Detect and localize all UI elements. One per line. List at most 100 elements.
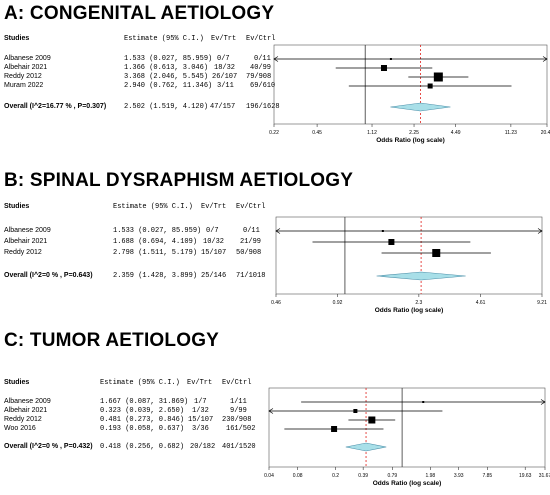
x-tick-label: 0.04 [264,473,274,479]
study-point [432,249,441,257]
study-evctrl: 21/99 [240,238,262,246]
overall-estimate: 0.418 (0.256, 0.682) [100,443,185,451]
panel-title: A: CONGENITAL AETIOLOGY [4,3,275,24]
studies-header: Studies [4,35,30,42]
forest-plot-congenital: 0.22 0.45 1.12 2.25 4.49 11.23 20.46 Odds Ratio… [269,44,550,144]
overall-estimate: 2.359 (1.428, 3.899) [113,272,198,280]
forest-plot-tumor: 0.04 0.08 0.2 0.39 0.79 1.98 3.93 7.85 19.63 31.6… [264,387,550,487]
overall-diamond [390,102,451,112]
study-name: Albanese 2009 [4,55,51,62]
x-tick-label: 19.63 [519,473,532,479]
study-point [380,65,387,71]
study-estimate: 0.481 (0.273, 0.846) [100,416,185,424]
study-estimate: 0.323 (0.039, 2.650) [100,407,185,415]
x-tick-label: 3.93 [454,473,464,479]
study-estimate: 0.193 (0.058, 0.637) [100,425,185,433]
x-tick-label: 0.2 [332,473,339,479]
study-evtrt: 1/7 [194,398,207,406]
x-tick-label: 0.45 [312,130,322,136]
study-estimate: 2.940 (0.762, 11.346) [124,82,213,90]
overall-evctrl: 196/1628 [246,103,280,111]
x-axis-label: Odds Ratio (log scale) [373,480,442,487]
study-estimate: 2.798 (1.511, 5.179) [113,249,198,257]
overall-label: Overall (I^2=0 % , P=0.432) [4,443,93,450]
x-tick-label: 1.12 [367,130,377,136]
x-tick-label: 11.23 [505,130,517,136]
study-evtrt: 18/32 [214,64,236,72]
forest-panel-spinal-dysraphism: B: SPINAL DYSRAPHISM AETIOLOGY Studies E… [0,165,550,315]
forest-plot-spinal-dysraphism: 0.46 0.92 2.3 4.61 9.21 Odds Ratio (log scale… [271,216,547,314]
x-tick-label: 4.61 [476,300,486,306]
x-axis-label: Odds Ratio (log scale) [376,137,445,144]
overall-evtrt: 47/157 [210,103,236,111]
plot-frame [275,216,543,295]
study-evtrt: 3/36 [192,425,209,433]
study-evtrt: 10/32 [203,238,225,246]
study-evtrt: 26/107 [212,73,238,81]
study-name: Reddy 2012 [4,249,42,256]
ci-arrow-left [273,56,279,62]
study-point [433,72,443,82]
overall-diamond [376,271,466,281]
study-evtrt: 15/107 [188,416,214,424]
study-point [331,426,338,432]
study-evctrl: 0/11 [243,227,260,235]
study-name: Woo 2016 [4,425,36,432]
panel-title: C: TUMOR AETIOLOGY [4,330,220,351]
study-evctrl: 79/908 [246,73,272,81]
ci-arrow-right [540,399,546,405]
panel-title: B: SPINAL DYSRAPHISM AETIOLOGY [4,170,354,191]
ci-arrow-left [268,408,274,414]
overall-label: Overall (I^2=16.77 % , P=0.307) [4,103,107,110]
overall-label: Overall (I^2=0 % , P=0.643) [4,272,93,279]
evctrl-header: Ev/Ctrl [236,203,266,211]
x-tick-label: 9.21 [537,300,547,306]
studies-header: Studies [4,203,30,210]
study-evctrl: 230/908 [222,416,252,424]
estimate-header: Estimate (95% C.I.) [124,35,204,43]
study-estimate: 1.667 (0.087, 31.869) [100,398,189,406]
x-tick-label: 2.25 [409,130,419,136]
study-point [368,416,376,424]
overall-evtrt: 25/146 [201,272,227,280]
study-evctrl: 50/908 [236,249,262,257]
plot-frame [268,387,546,468]
x-tick-label: 1.98 [425,473,435,479]
x-tick-label: 0.08 [293,473,303,479]
x-tick-label: 0.22 [269,130,279,136]
evtrt-header: Ev/Trt [211,35,237,43]
study-evtrt: 1/32 [192,407,209,415]
study-evctrl: 9/99 [230,407,247,415]
x-tick-label: 2.3 [415,300,422,306]
study-name: Muram 2022 [4,82,44,89]
ci-arrow-right [537,228,543,234]
study-point [353,409,358,413]
forest-panel-congenital: A: CONGENITAL AETIOLOGY Studies Estimate… [0,0,550,165]
overall-evtrt: 20/182 [190,443,216,451]
study-evtrt: 15/107 [201,249,227,257]
evctrl-header: Ev/Ctrl [246,35,276,43]
x-tick-label: 20.46 [541,130,550,136]
ci-arrow-right [542,56,548,62]
overall-estimate: 2.502 (1.519, 4.120) [124,103,209,111]
study-evctrl: 161/502 [226,425,256,433]
x-tick-label: 0.92 [333,300,343,306]
study-point [388,239,395,245]
study-point [381,230,384,232]
x-tick-label: 31.67 [539,473,550,479]
ci-arrow-left [275,228,281,234]
study-point [389,58,392,60]
estimate-header: Estimate (95% C.I.) [100,379,180,387]
study-name: Albanese 2009 [4,398,51,405]
study-evtrt: 0/7 [217,55,230,63]
study-estimate: 1.533 (0.027, 85.959) [113,227,202,235]
overall-evctrl: 401/1520 [222,443,256,451]
study-evtrt: 0/7 [206,227,219,235]
study-evctrl: 1/11 [230,398,247,406]
study-name: Albanese 2009 [4,227,51,234]
overall-evctrl: 71/1018 [236,272,266,280]
study-name: Albehair 2021 [4,407,48,414]
estimate-header: Estimate (95% C.I.) [113,203,193,211]
x-tick-label: 0.46 [271,300,281,306]
x-tick-label: 4.49 [451,130,461,136]
